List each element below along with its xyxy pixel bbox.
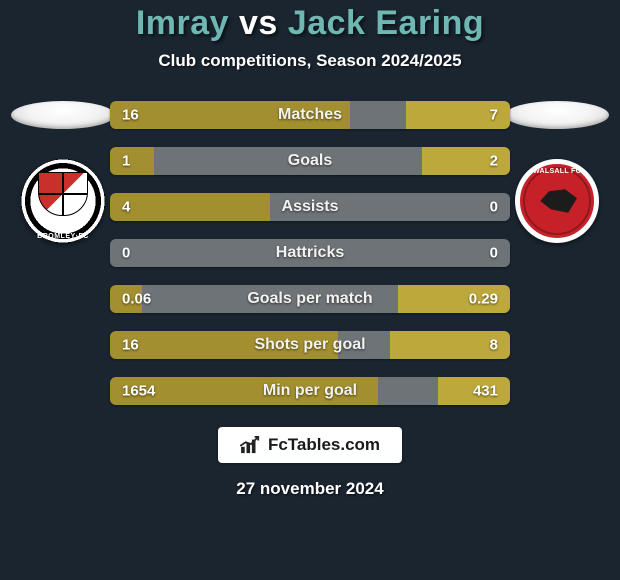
brand-chart-icon xyxy=(240,436,262,454)
left-column xyxy=(8,101,118,243)
club-crest-right-label: WALSALL FC xyxy=(520,164,594,238)
date-label: 27 november 2024 xyxy=(236,479,383,499)
brand-badge[interactable]: FcTables.com xyxy=(218,427,402,463)
club-crest-left xyxy=(21,159,105,243)
stat-value-right: 0 xyxy=(490,199,498,216)
player-right-name: Jack Earing xyxy=(288,4,484,42)
stat-label: Hattricks xyxy=(276,244,344,262)
stats-list: Matches 16 7 Goals 1 2 Assists 4 0 Hattricks 0 0 Goa… xyxy=(110,101,510,405)
stat-row: Matches 16 7 xyxy=(110,101,510,129)
stat-seg-mid xyxy=(350,101,406,129)
stat-label: Goals per match xyxy=(247,290,372,308)
stat-label: Shots per goal xyxy=(254,336,365,354)
club-crest-right: WALSALL FC xyxy=(515,159,599,243)
stat-value-left: 1 xyxy=(122,153,130,170)
subtitle: Club competitions, Season 2024/2025 xyxy=(0,51,620,71)
stat-row: Goals per match 0.06 0.29 xyxy=(110,285,510,313)
stat-value-left: 16 xyxy=(122,107,139,124)
stat-value-right: 7 xyxy=(490,107,498,124)
card-container: Imray vs Jack Earing Club competitions, … xyxy=(0,0,620,580)
vs-label: vs xyxy=(239,4,278,42)
stat-value-right: 0 xyxy=(490,245,498,262)
right-column: WALSALL FC xyxy=(502,101,612,243)
stat-row: Min per goal 1654 431 xyxy=(110,377,510,405)
stat-label: Assists xyxy=(282,198,339,216)
stat-value-left: 0 xyxy=(122,245,130,262)
stat-value-left: 16 xyxy=(122,337,139,354)
player-right-avatar xyxy=(505,101,609,129)
stat-value-right: 2 xyxy=(490,153,498,170)
stat-row: Hattricks 0 0 xyxy=(110,239,510,267)
stat-value-right: 431 xyxy=(473,383,498,400)
main-area: WALSALL FC Matches167Goals12Assists40Hat… xyxy=(0,101,620,405)
player-left-avatar xyxy=(11,101,115,129)
stat-seg-left xyxy=(110,193,270,221)
stat-label: Goals xyxy=(288,152,332,170)
stat-seg-left xyxy=(110,147,154,175)
player-left-name: Imray xyxy=(136,4,229,42)
stat-row: Goals 1 2 xyxy=(110,147,510,175)
page-title: Imray vs Jack Earing xyxy=(0,4,620,43)
stat-seg-mid xyxy=(378,377,438,405)
brand-text: FcTables.com xyxy=(268,435,380,455)
stat-value-right: 8 xyxy=(490,337,498,354)
stat-label: Matches xyxy=(278,106,342,124)
stat-value-left: 4 xyxy=(122,199,130,216)
stat-row: Assists 4 0 xyxy=(110,193,510,221)
stat-row: Shots per goal 16 8 xyxy=(110,331,510,359)
stat-value-left: 1654 xyxy=(122,383,155,400)
stat-value-right: 0.29 xyxy=(469,291,498,308)
stat-label: Min per goal xyxy=(263,382,357,400)
stat-value-left: 0.06 xyxy=(122,291,151,308)
footer: FcTables.com 27 november 2024 xyxy=(0,427,620,499)
